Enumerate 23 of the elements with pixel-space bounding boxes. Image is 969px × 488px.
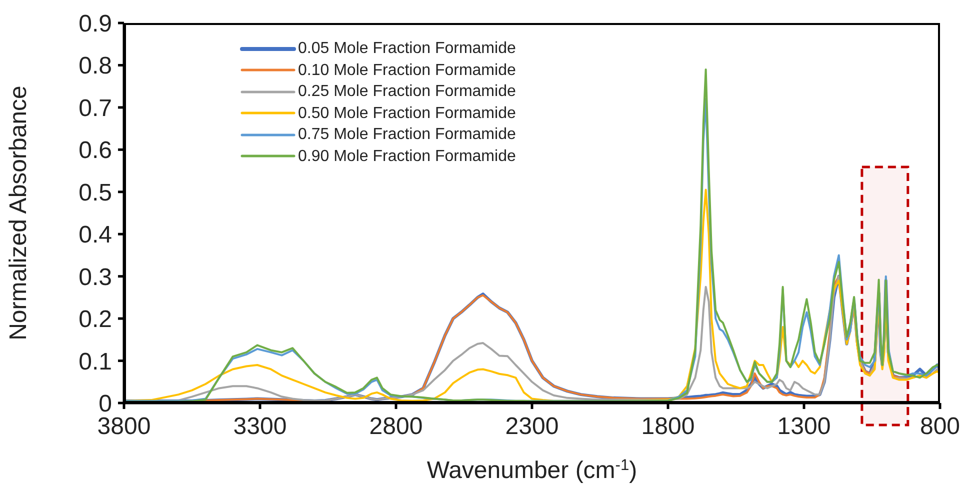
x-axis-title: Wavenumber (cm$^{-1}$) <box>426 456 638 484</box>
legend-label: 0.90 Mole Fraction Formamide <box>298 146 516 166</box>
y-tick-label: 0.7 <box>78 94 112 122</box>
legend-label: 0.50 Mole Fraction Formamide <box>298 104 516 124</box>
x-tick-label: 800 <box>920 413 960 440</box>
x-tick-label: 2300 <box>505 413 559 440</box>
legend-label: 0.10 Mole Fraction Formamide <box>298 60 516 80</box>
y-tick-label: 0.3 <box>78 264 112 291</box>
x-tick-label: 3300 <box>233 413 287 440</box>
y-tick-label: 0.1 <box>78 348 112 376</box>
legend-label: 0.05 Mole Fraction Formamide <box>298 39 516 59</box>
y-tick-label: 0.9 <box>78 10 112 38</box>
y-tick-label: 0.8 <box>78 52 112 80</box>
legend-label: 0.75 Mole Fraction Formamide <box>298 125 516 145</box>
x-tick-label: 1300 <box>777 413 831 440</box>
x-tick-label: 1800 <box>641 413 695 440</box>
y-tick-label: 0.5 <box>78 179 112 206</box>
y-axis-title: Normalized Absorbance <box>5 86 32 340</box>
y-tick-label: 0.6 <box>78 137 112 164</box>
y-tick-label: 0.2 <box>78 306 112 334</box>
y-tick-label: 0.4 <box>78 222 112 249</box>
legend-label: 0.25 Mole Fraction Formamide <box>298 82 516 102</box>
x-tick-label: 2800 <box>369 413 423 440</box>
